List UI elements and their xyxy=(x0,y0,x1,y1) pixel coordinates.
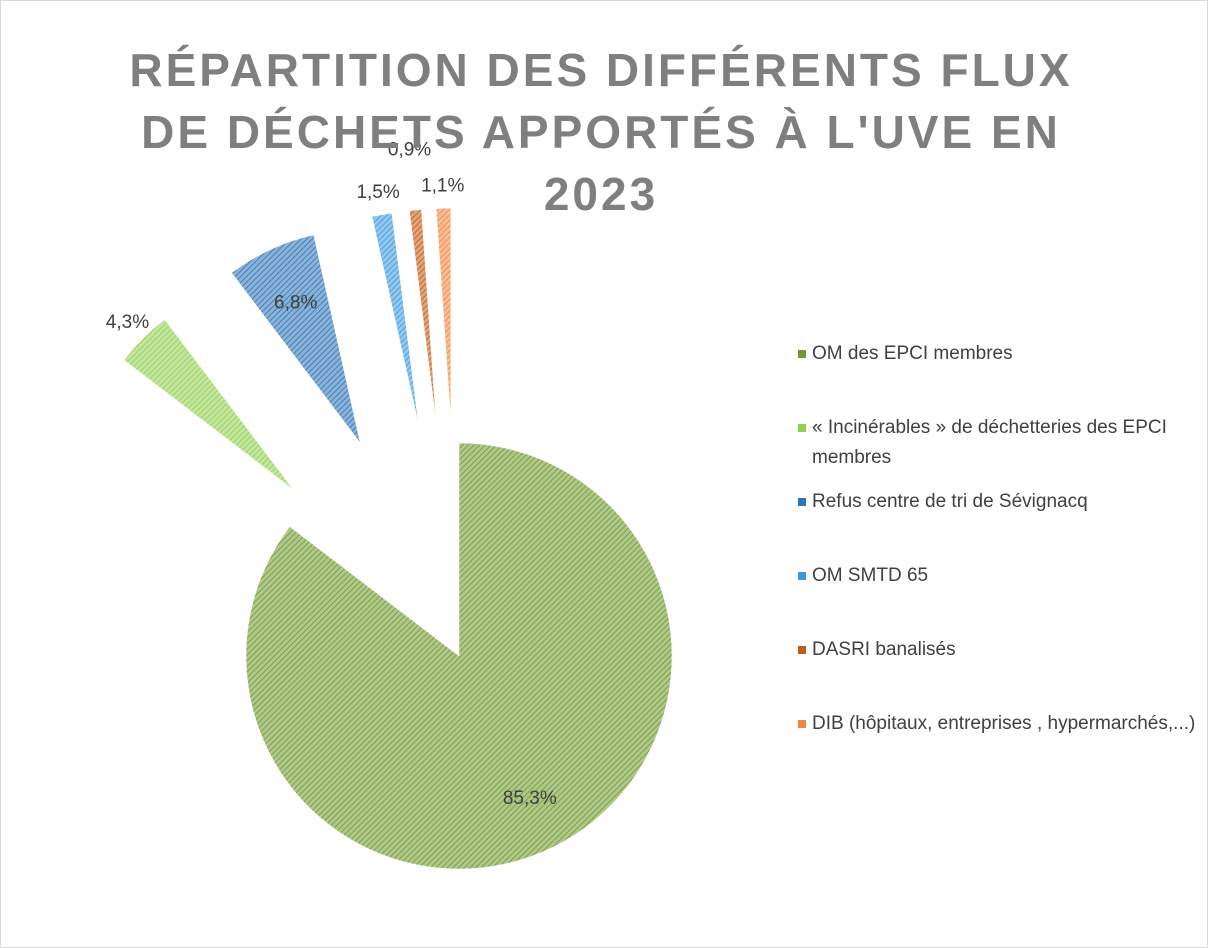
data-label: 85,3% xyxy=(503,788,557,809)
legend-label: « Incinérables » de déchetteries des EPC… xyxy=(812,417,1167,468)
data-label: 4,3% xyxy=(106,312,149,333)
pie-slice xyxy=(371,212,419,425)
data-label: 1,5% xyxy=(356,182,399,203)
legend-item: DIB (hôpitaux, entreprises , hypermarché… xyxy=(798,709,1198,783)
legend-item: DASRI banalisés xyxy=(798,635,1198,709)
pie-slice xyxy=(245,442,673,870)
legend-item: Refus centre de tri de Sévignacq xyxy=(798,487,1198,561)
legend-swatch xyxy=(798,720,806,728)
data-label: 1,1% xyxy=(421,175,464,196)
pie-slice xyxy=(435,207,452,422)
legend-swatch xyxy=(798,424,806,432)
legend-label: DIB (hôpitaux, entreprises , hypermarché… xyxy=(812,713,1196,734)
legend-swatch xyxy=(798,646,806,654)
data-label: 0,9% xyxy=(388,139,431,160)
legend-swatch xyxy=(798,498,806,506)
legend-swatch xyxy=(798,572,806,580)
legend-item: OM SMTD 65 xyxy=(798,561,1198,635)
legend-swatch xyxy=(798,350,806,358)
pie-slice xyxy=(231,234,361,443)
pie-slice xyxy=(123,319,294,490)
legend-item: « Incinérables » de déchetteries des EPC… xyxy=(798,413,1198,487)
legend: OM des EPCI membres « Incinérables » de d… xyxy=(798,339,1198,783)
legend-item: OM des EPCI membres xyxy=(798,339,1198,413)
legend-label: OM des EPCI membres xyxy=(812,343,1013,364)
legend-label: DASRI banalisés xyxy=(812,639,956,660)
data-label: 6,8% xyxy=(274,293,317,314)
legend-label: OM SMTD 65 xyxy=(812,565,929,586)
pie-slice xyxy=(409,209,437,423)
chart-title: RÉPARTITION DES DIFFÉRENTS FLUX DE DÉCHE… xyxy=(129,44,1073,220)
legend-label: Refus centre de tri de Sévignacq xyxy=(812,491,1088,512)
